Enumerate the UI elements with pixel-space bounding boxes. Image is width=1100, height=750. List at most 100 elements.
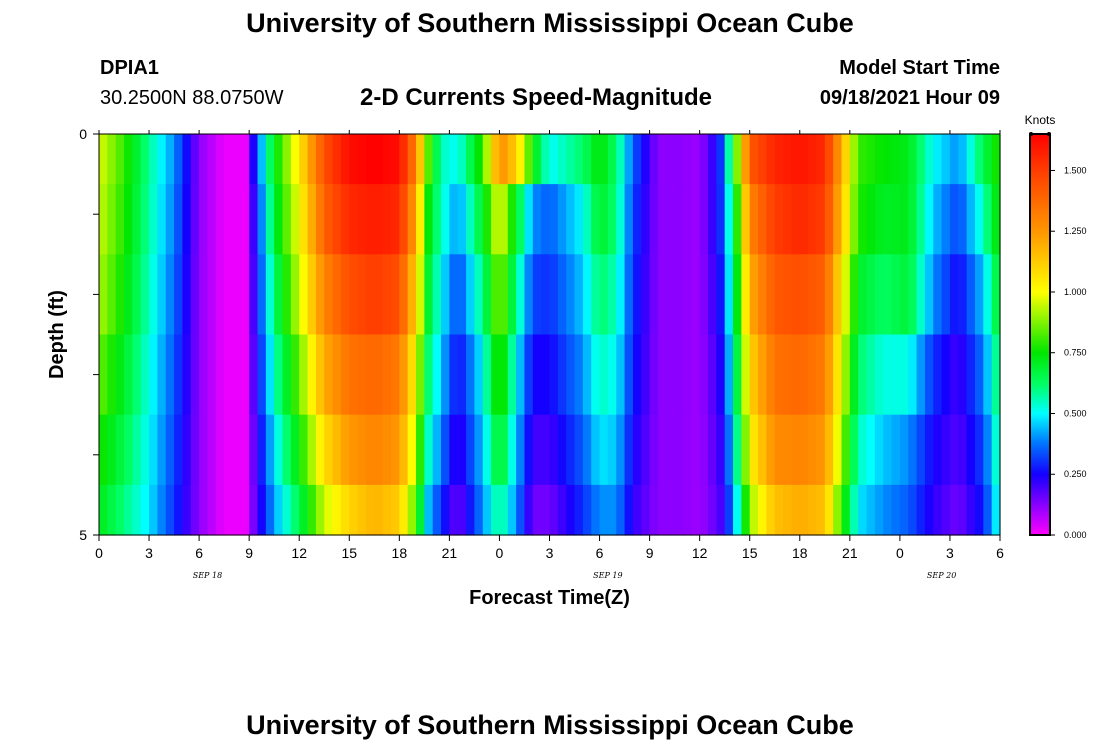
heatmap-cell [874,134,884,185]
heatmap-cell [791,134,801,185]
heatmap-cell [474,334,484,416]
heatmap-cell [115,414,125,486]
heatmap-cell [674,254,684,336]
heatmap-cell [824,254,834,336]
heatmap-cell [249,414,259,486]
heatmap-cell [866,334,876,416]
colorbar-tick-label: 0.000 [1064,530,1087,540]
heatmap-cell [758,254,767,336]
heatmap-cell [607,414,617,486]
x-axis-label: Forecast Time(Z) [469,587,630,609]
heatmap-cell [140,254,150,336]
heatmap-cell [766,184,776,255]
heatmap-cell [207,184,217,255]
heatmap-cell [240,484,250,536]
heatmap-cell [349,484,359,536]
heatmap-cell [107,414,117,486]
heatmap-cell [908,484,918,536]
heatmap-cell [941,134,951,185]
heatmap-cell [140,484,150,536]
heatmap-cell [841,414,851,486]
heatmap-cell [432,254,442,336]
heatmap-cell [866,134,876,185]
heatmap-cell [190,254,200,336]
heatmap-cell [783,414,793,486]
heatmap-cell [949,484,959,536]
heatmap-cell [641,184,651,255]
heatmap-cell [457,134,467,185]
heatmap-cell [616,484,626,536]
heatmap-cell [858,334,868,416]
heatmap-cell [799,254,809,336]
heatmap-cell [124,254,133,336]
heatmap-cell [883,254,893,336]
heatmap-cell [716,484,726,536]
footer-title: University of Southern Mississippi Ocean… [246,710,854,740]
heatmap-cell [991,334,1001,416]
heatmap-cell [182,184,192,255]
x-tick-label: 18 [392,545,408,561]
heatmap-cell [557,484,567,536]
heatmap-cell [949,184,959,255]
heatmap-cell [482,184,492,255]
heatmap-cell [799,134,809,185]
heatmap-cell [157,484,167,536]
heatmap-cell [474,484,484,536]
heatmap-cell [441,484,450,536]
heatmap-cell [132,334,142,416]
heatmap-cell [874,254,884,336]
heatmap-cell [924,134,934,185]
heatmap-cell [991,254,1001,336]
heatmap-cell [958,134,968,185]
heatmap-cell [849,414,859,486]
heatmap-cell [507,134,517,185]
heatmap-cell [507,254,517,336]
heatmap-cell [224,414,234,486]
heatmap-cell [924,484,934,536]
heatmap-cell [774,184,784,255]
heatmap-cell [274,134,284,185]
heatmap-cell [207,334,217,416]
heatmap-cell [582,134,592,185]
heatmap-cell [382,334,392,416]
heatmap-cell [883,484,893,536]
heatmap-cell [599,254,609,336]
heatmap-cell [99,254,108,336]
heatmap-cell [249,254,259,336]
heatmap-cell [724,254,734,336]
heatmap-cell [541,254,551,336]
heatmap-cell [349,134,359,185]
heatmap-cell [858,484,868,536]
x-tick-label: 21 [842,545,858,561]
x-tick-label: 3 [145,545,153,561]
heatmap-cell [574,254,584,336]
heatmap-cell [566,254,576,336]
heatmap-cell [149,414,158,486]
heatmap-cell [566,184,576,255]
heatmap-cell [649,254,659,336]
heatmap-cell [733,134,742,185]
heatmap-cell [749,134,759,185]
heatmap-cell [432,134,442,185]
heatmap-cell [174,484,184,536]
heatmap-cell [624,334,634,416]
heatmap-cell [224,334,234,416]
heatmap-cell [365,334,375,416]
heatmap-cell [199,414,209,486]
heatmap-cell [549,184,559,255]
heatmap-cell [674,334,684,416]
heatmap-cell [532,484,542,536]
heatmap-cell [841,134,851,185]
x-tick-label: 0 [95,545,103,561]
heatmap-cell [758,334,767,416]
heatmap-cell [232,184,242,255]
heatmap-cell [766,134,776,185]
heatmap-cell [741,254,751,336]
heatmap-cell [524,184,534,255]
heatmap-cell [165,484,175,536]
heatmap-cell [390,334,400,416]
heatmap-cell [691,334,701,416]
heatmap-cell [524,334,534,416]
heatmap-cell [758,134,767,185]
heatmap-cell [632,184,642,255]
